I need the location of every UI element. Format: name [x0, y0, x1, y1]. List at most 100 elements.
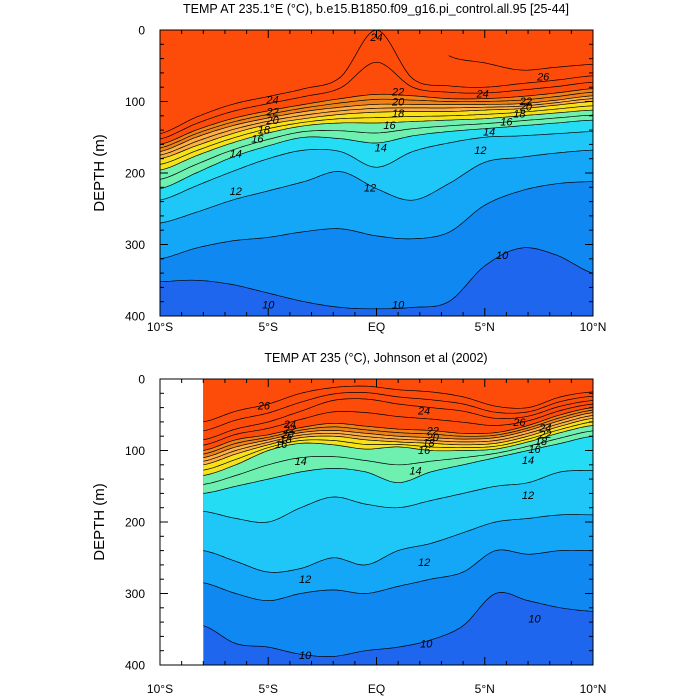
contour-label: 20 — [391, 97, 405, 109]
tick-mark-layer — [159, 29, 594, 317]
isotherm-line — [203, 398, 593, 441]
isotherm-line — [160, 119, 593, 190]
contour-label: 16 — [418, 445, 431, 457]
contour-label: 24 — [475, 89, 488, 101]
contour-label: 20 — [265, 115, 279, 127]
contour-label: 16 — [383, 120, 396, 132]
contour-label: 12 — [474, 145, 486, 157]
y-tick-label: 300 — [125, 238, 145, 252]
contour-line-layer — [160, 30, 593, 310]
x-tick-label: 5°S — [259, 682, 278, 696]
contour-label: 24 — [283, 419, 296, 431]
contour-label: 26 — [536, 72, 550, 84]
contour-label: 14 — [522, 455, 534, 467]
y-tick-label: 400 — [125, 659, 145, 673]
y-axis-label: DEPTH (m) — [91, 134, 108, 212]
y-tick-label: 300 — [125, 587, 145, 601]
contour-label: 20 — [519, 102, 533, 114]
isotherm-line — [203, 385, 593, 423]
contour-label: 22 — [283, 424, 296, 436]
x-tick-label: 10°N — [580, 320, 607, 334]
panel-observed: TEMP AT 235 (°C), Johnson et al (2002) D… — [91, 351, 606, 696]
isotherm-line — [203, 430, 593, 485]
y-tick-label: 0 — [138, 24, 145, 38]
contour-label: 16 — [500, 117, 513, 129]
isotherm-line — [160, 149, 593, 224]
isotherm-line — [448, 55, 593, 71]
isotherm-line — [160, 101, 593, 160]
contour-label: 10 — [420, 639, 433, 651]
x-tick-label: EQ — [368, 682, 385, 696]
contour-label: 18 — [258, 124, 271, 136]
contour-label: 20 — [281, 429, 295, 441]
contour-fill-layer — [160, 30, 593, 316]
isotherm-line — [160, 88, 593, 145]
y-tick-label: 100 — [125, 444, 145, 458]
isotherm-line — [203, 425, 593, 476]
contour-label: 22 — [265, 107, 278, 119]
x-tick-label: 5°N — [475, 682, 495, 696]
y-tick-label: 100 — [125, 95, 145, 109]
contour-label: 10 — [262, 300, 275, 312]
isotherm-line — [160, 181, 593, 260]
contour-label: 24 — [417, 406, 430, 418]
contour-label: 16 — [275, 439, 288, 451]
contour-label: 14 — [375, 142, 387, 154]
x-tick-label: 5°S — [259, 320, 278, 334]
contour-band — [203, 379, 593, 422]
contour-label: 26 — [512, 417, 526, 429]
y-axis-label: DEPTH (m) — [91, 483, 108, 561]
panel-title: TEMP AT 235.1°E (°C), b.e15.B1850.f09_g1… — [183, 2, 569, 16]
isotherm-line — [203, 415, 593, 462]
isotherm-line — [160, 30, 593, 135]
isotherm-line — [160, 95, 593, 152]
isotherm-line — [203, 470, 593, 523]
contour-label: 16 — [528, 444, 541, 456]
contour-label: 12 — [418, 557, 430, 569]
isotherm-line — [203, 549, 593, 601]
contour-line-layer — [203, 385, 593, 657]
isotherm-line — [203, 421, 593, 471]
contour-label: 18 — [279, 434, 292, 446]
contour-label: 22 — [391, 87, 404, 99]
y-tick-label: 0 — [138, 373, 145, 387]
y-tick-label: 200 — [125, 167, 145, 181]
contour-band — [448, 30, 593, 71]
x-tick-label: 10°S — [147, 682, 173, 696]
contour-label: 14 — [230, 149, 242, 161]
y-tick-label: 400 — [125, 310, 145, 324]
x-tick-label: EQ — [368, 320, 385, 334]
contour-label: 14 — [295, 456, 307, 468]
contour-label: 12 — [230, 186, 242, 198]
contour-label: 22 — [426, 426, 439, 438]
x-tick-label: 5°N — [475, 320, 495, 334]
panel-title: TEMP AT 235 (°C), Johnson et al (2002) — [264, 351, 487, 365]
y-tick-label: 200 — [125, 516, 145, 530]
contour-label: 22 — [519, 96, 532, 108]
contour-label: 18 — [392, 108, 405, 120]
contour-fill-layer — [203, 379, 593, 665]
contour-label: 14 — [409, 466, 421, 478]
isotherm-line — [203, 392, 593, 432]
isotherm-line — [203, 407, 593, 451]
contour-label: 24 — [369, 32, 382, 44]
contour-label: 12 — [522, 490, 534, 502]
isotherm-line — [160, 61, 593, 140]
isotherm-line — [203, 412, 593, 458]
isotherm-line — [203, 514, 593, 573]
contour-label: 18 — [535, 436, 548, 448]
x-tick-labels: 10°S 5°S EQ 5°N 10°N — [147, 320, 606, 334]
isotherm-line — [160, 114, 593, 180]
isotherm-line — [203, 409, 593, 455]
isotherm-line — [160, 131, 593, 201]
x-tick-label: 10°N — [580, 682, 607, 696]
panel-model: TEMP AT 235.1°E (°C), b.e15.B1850.f09_g1… — [91, 2, 606, 334]
contour-label: 18 — [422, 438, 435, 450]
isotherm-line — [203, 592, 593, 657]
x-tick-labels: 10°S 5°S EQ 5°N 10°N — [147, 682, 606, 696]
isotherm-line — [160, 109, 593, 171]
contour-label: 16 — [251, 134, 264, 146]
contour-label: 24 — [538, 423, 551, 435]
contour-label: 20 — [426, 432, 440, 444]
